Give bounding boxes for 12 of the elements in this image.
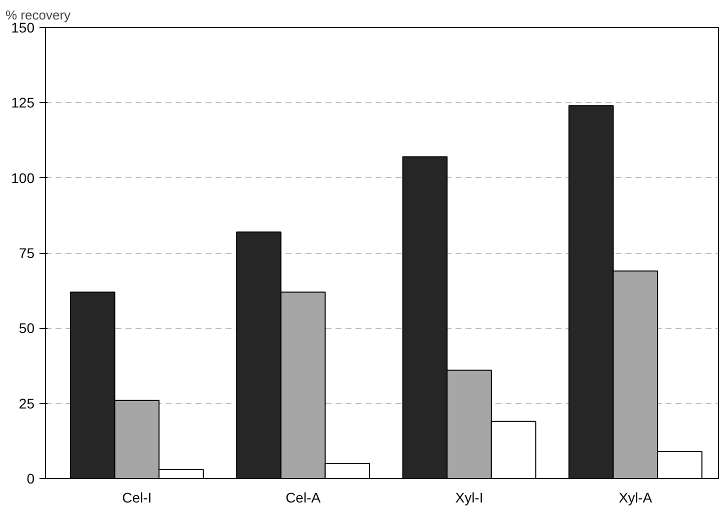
y-tick-label: 125 (11, 94, 35, 111)
y-tick-label: 25 (18, 395, 35, 412)
y-tick-label: 0 (26, 470, 35, 486)
x-tick-label: Cel-A (286, 490, 322, 506)
x-tick-label: Xyl-I (455, 490, 484, 506)
y-tick-label: 75 (18, 245, 35, 261)
y-tick-label: 50 (18, 320, 35, 336)
y-axis-title: % recovery (6, 8, 72, 22)
y-tick-label: 100 (11, 170, 35, 186)
y-tick-label: 150 (11, 20, 35, 36)
x-tick-label: Xyl-A (618, 490, 653, 506)
x-tick-label: Cel-I (122, 490, 152, 506)
